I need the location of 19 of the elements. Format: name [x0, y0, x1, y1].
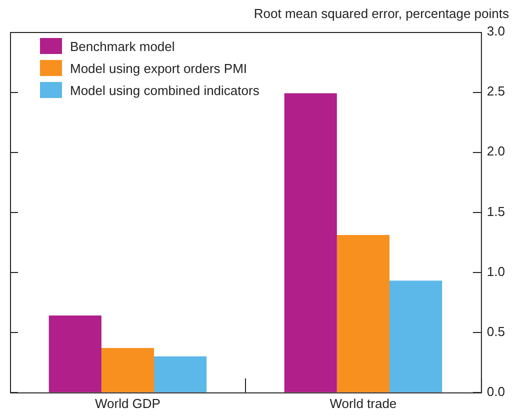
y-tick-label: 0.5	[486, 324, 506, 339]
y-tick-label: 2.5	[486, 84, 506, 99]
bar	[48, 316, 102, 392]
bar	[336, 235, 390, 392]
x-tick-label: World GDP	[94, 396, 160, 411]
y-tick-label: 1.0	[486, 264, 506, 279]
y-tick-label: 1.5	[486, 204, 506, 219]
legend-label: Benchmark model	[70, 38, 175, 54]
y-tick-label: 3.0	[486, 24, 506, 39]
bar	[101, 348, 154, 392]
legend-label: Model using combined indicators	[70, 82, 260, 98]
x-tick-label: World trade	[330, 396, 397, 411]
y-axis-title: Root mean squared error, percentage points	[254, 6, 509, 21]
bar	[389, 280, 442, 392]
y-tick-label: 2.0	[486, 144, 506, 159]
legend-label: Model using export orders PMI	[70, 60, 248, 76]
bar	[284, 93, 337, 392]
y-tick-label: 0.0	[486, 384, 506, 399]
bar	[154, 356, 207, 392]
